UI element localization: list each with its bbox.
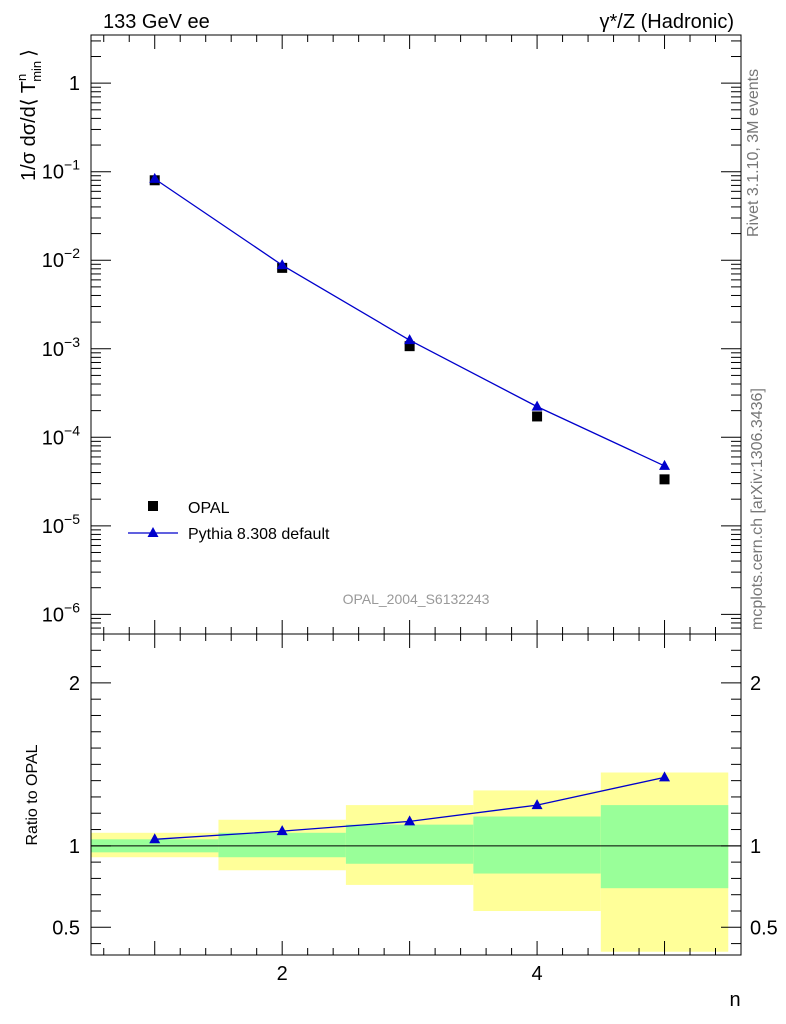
legend-label-pythia: Pythia 8.308 default — [188, 526, 330, 543]
header-left-label: 133 GeV ee — [103, 11, 210, 33]
main-y-tick-label-7: 10−6 — [42, 599, 80, 626]
ratio-uncertainty-bands — [91, 772, 729, 952]
x-axis-label: n — [729, 989, 740, 1011]
legend-label-opal: OPAL — [188, 500, 230, 517]
ratio-y-tick-label-right-2: 1 — [750, 836, 761, 858]
analysis-watermark: OPAL_2004_S6132243 — [343, 591, 490, 607]
ratio-y-tick-label-left-3: 2 — [69, 673, 80, 695]
pythia-data-point-3 — [404, 334, 416, 345]
main-y-axis-label: 1/σ dσ/d⟨ Tnmin⟩ — [14, 49, 44, 181]
ratio-band-inner-4 — [473, 816, 601, 874]
main-y-tick-label-4: 10−3 — [42, 334, 80, 361]
pythia-series-line — [154, 178, 665, 467]
legend-marker-opal — [148, 501, 158, 511]
main-plot-frame — [90, 34, 742, 635]
main-y-tick-label-2: 10−1 — [42, 157, 80, 184]
pythia-ratio-point-4 — [531, 799, 543, 810]
mcplots-source-label: mcplots.cern.ch [arXiv:1306.3436] — [749, 388, 766, 630]
ratio-y-axis-label: Ratio to OPAL — [24, 744, 41, 845]
pythia-ratio-point-5 — [659, 771, 671, 782]
x-tick-label-1: 2 — [277, 963, 288, 985]
pythia-ratio-point-2 — [276, 825, 288, 836]
ratio-band-inner-3 — [345, 824, 474, 864]
ratio-plot-frame — [90, 633, 742, 956]
pythia-data-point-1 — [149, 172, 161, 183]
opal-data-point-3 — [404, 341, 415, 352]
pythia-data-point-5 — [659, 459, 671, 470]
pythia-data-point-2 — [276, 259, 288, 270]
main-y-tick-label-1: 1 — [69, 73, 80, 95]
ratio-y-tick-label-left-2: 1 — [69, 836, 80, 858]
main-y-tick-label-5: 10−4 — [42, 422, 80, 449]
ratio-y-tick-label-left-1: 0.5 — [52, 917, 80, 939]
opal-data-point-5 — [659, 474, 670, 485]
ratio-band-inner-2 — [218, 832, 346, 858]
rivet-version-label: Rivet 3.1.10, 3M events — [745, 68, 762, 237]
ratio-y-tick-label-right-1: 0.5 — [750, 917, 778, 939]
pythia-ratio-point-1 — [149, 833, 161, 844]
header-right-label: γ*/Z (Hadronic) — [600, 11, 734, 33]
opal-data-point-4 — [532, 411, 543, 422]
axis-ticks — [91, 35, 742, 955]
x-tick-label-2: 4 — [532, 963, 543, 985]
pythia-data-point-4 — [531, 400, 543, 411]
ratio-y-tick-label-right-3: 2 — [750, 673, 761, 695]
pythia-ratio-point-3 — [404, 815, 416, 826]
main-y-tick-label-3: 10−2 — [42, 245, 80, 272]
ratio-band-inner-5 — [600, 805, 729, 889]
main-y-tick-label-6: 10−5 — [42, 511, 80, 538]
legend-marker-pythia — [147, 527, 159, 537]
